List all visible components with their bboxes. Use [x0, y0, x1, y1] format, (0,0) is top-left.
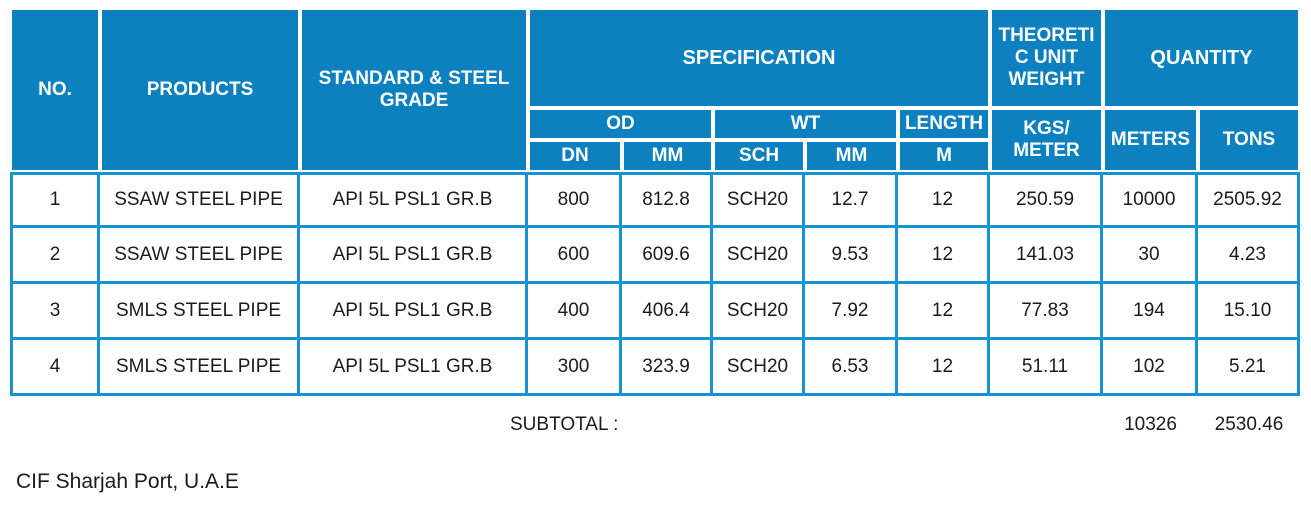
col-header-wt-mm: MM	[805, 140, 898, 172]
cell-row4-wt-mm: 6.53	[805, 340, 898, 396]
cell-row4-od-mm: 323.9	[622, 340, 713, 396]
delivery-terms: CIF Sharjah Port, U.A.E	[16, 470, 239, 493]
cell-row4-tons: 5.21	[1198, 340, 1300, 396]
cell-row4-meters: 102	[1103, 340, 1198, 396]
col-header-meters: METERS	[1103, 108, 1198, 172]
cell-row1-standard: API 5L PSL1 GR.B	[300, 172, 528, 228]
cell-row4-sch: SCH20	[713, 340, 805, 396]
cell-row2-sch: SCH20	[713, 228, 805, 284]
cell-row2-meters: 30	[1103, 228, 1198, 284]
cell-row3-tons: 15.10	[1198, 284, 1300, 340]
cell-row1-meters: 10000	[1103, 172, 1198, 228]
cell-row3-no: 3	[10, 284, 100, 340]
cell-row3-od-mm: 406.4	[622, 284, 713, 340]
col-header-kgs-meter: KGS/ METER	[990, 108, 1103, 172]
col-header-od: OD	[528, 108, 713, 140]
cell-row1-dn: 800	[528, 172, 622, 228]
col-header-sch: SCH	[713, 140, 805, 172]
col-header-quantity: QUANTITY	[1103, 8, 1300, 108]
subtotal-tons-value: 2530.46	[1214, 414, 1284, 435]
cell-row1-tons: 2505.92	[1198, 172, 1300, 228]
col-header-no: NO.	[10, 8, 100, 172]
cell-row3-dn: 400	[528, 284, 622, 340]
col-header-standard-grade: STANDARD & STEEL GRADE	[300, 8, 528, 172]
col-header-od-mm: MM	[622, 140, 713, 172]
cell-row3-kgs-meter: 77.83	[990, 284, 1103, 340]
cell-row2-wt-mm: 9.53	[805, 228, 898, 284]
cell-row2-standard: API 5L PSL1 GR.B	[300, 228, 528, 284]
cell-row1-wt-mm: 12.7	[805, 172, 898, 228]
pipe-quotation-table: NO. PRODUCTS STANDARD & STEEL GRADE SPEC…	[10, 8, 1300, 396]
cell-row4-kgs-meter: 51.11	[990, 340, 1103, 396]
cell-row4-length: 12	[898, 340, 990, 396]
col-header-tons: TONS	[1198, 108, 1300, 172]
cell-row1-product: SSAW STEEL PIPE	[100, 172, 300, 228]
cell-row2-od-mm: 609.6	[622, 228, 713, 284]
cell-row2-dn: 600	[528, 228, 622, 284]
cell-row3-length: 12	[898, 284, 990, 340]
col-header-length: LENGTH	[898, 108, 990, 140]
cell-row4-standard: API 5L PSL1 GR.B	[300, 340, 528, 396]
cell-row3-standard: API 5L PSL1 GR.B	[300, 284, 528, 340]
cell-row2-kgs-meter: 141.03	[990, 228, 1103, 284]
cell-row1-no: 1	[10, 172, 100, 228]
cell-row1-kgs-meter: 250.59	[990, 172, 1103, 228]
col-header-products: PRODUCTS	[100, 8, 300, 172]
col-header-specification: SPECIFICATION	[528, 8, 990, 108]
cell-row3-wt-mm: 7.92	[805, 284, 898, 340]
cell-row3-product: SMLS STEEL PIPE	[100, 284, 300, 340]
cell-row2-no: 2	[10, 228, 100, 284]
col-header-wt: WT	[713, 108, 898, 140]
subtotal-meters-value: 10326	[1124, 414, 1177, 435]
cell-row3-sch: SCH20	[713, 284, 805, 340]
cell-row3-meters: 194	[1103, 284, 1198, 340]
cell-row2-product: SSAW STEEL PIPE	[100, 228, 300, 284]
cell-row4-dn: 300	[528, 340, 622, 396]
subtotal-label: SUBTOTAL :	[510, 414, 619, 435]
col-header-dn: DN	[528, 140, 622, 172]
cell-row4-no: 4	[10, 340, 100, 396]
col-header-theoretic-unit-weight: THEORETI C UNIT WEIGHT	[990, 8, 1103, 108]
cell-row2-tons: 4.23	[1198, 228, 1300, 284]
cell-row1-sch: SCH20	[713, 172, 805, 228]
cell-row4-product: SMLS STEEL PIPE	[100, 340, 300, 396]
col-header-m: M	[898, 140, 990, 172]
cell-row1-od-mm: 812.8	[622, 172, 713, 228]
cell-row1-length: 12	[898, 172, 990, 228]
cell-row2-length: 12	[898, 228, 990, 284]
